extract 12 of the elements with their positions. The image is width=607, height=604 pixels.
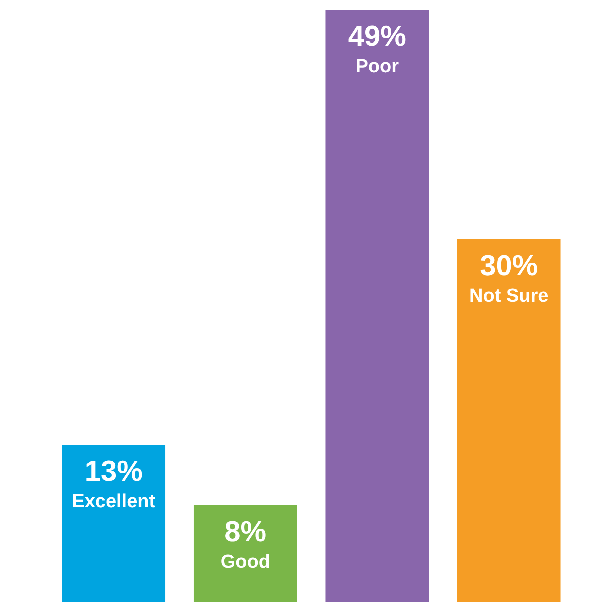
- x-tick-label: Poor: [356, 56, 400, 78]
- x-tick-label: Not Sure: [470, 286, 549, 308]
- data-label: 13%: [84, 456, 144, 488]
- x-tick-label: Excellent: [72, 491, 156, 512]
- bar: [194, 505, 298, 602]
- bar: [326, 10, 430, 602]
- data-label: 8%: [224, 516, 267, 548]
- data-label: 49%: [348, 21, 407, 53]
- x-tick-label: Good: [220, 552, 270, 573]
- bar: [457, 240, 561, 602]
- data-label: 30%: [480, 250, 538, 283]
- bar: [62, 444, 166, 602]
